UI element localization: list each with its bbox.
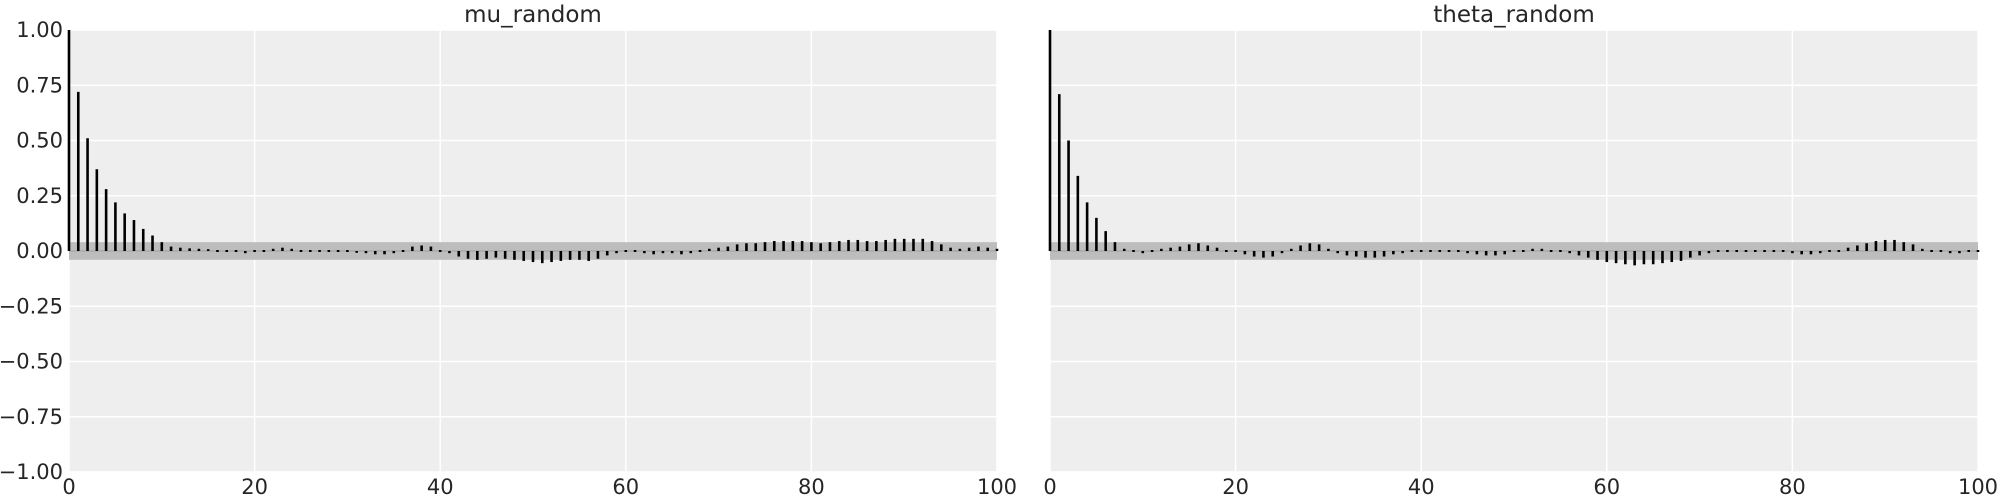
chart-title: theta_random: [1433, 2, 1595, 28]
y-tick-label: −1.00: [0, 460, 63, 484]
y-tick-label: 0.00: [16, 239, 63, 263]
y-tick-label: 0.75: [16, 73, 63, 97]
x-tick-label: 80: [798, 475, 825, 499]
x-tick-label: 40: [1408, 475, 1435, 499]
y-tick-label: −0.75: [0, 405, 63, 429]
y-tick-label: −0.50: [0, 350, 63, 374]
x-tick-label: 80: [1779, 475, 1806, 499]
acf-panel-mu-random: mu_random 0 20 40 60 80 100 1.00 0.75 0.50 0.25 0.0…: [0, 2, 1017, 499]
y-tick-label: 0.25: [16, 184, 63, 208]
x-tick-label: 100: [1958, 475, 1998, 499]
x-tick-label: 0: [1043, 475, 1056, 499]
y-tick-label: −0.25: [0, 294, 63, 318]
chart-title: mu_random: [464, 2, 602, 28]
x-tick-label: 40: [427, 475, 454, 499]
y-tick-label: 1.00: [16, 18, 63, 42]
x-tick-label: 0: [62, 475, 75, 499]
x-tick-label: 20: [241, 475, 268, 499]
x-tick-label: 20: [1222, 475, 1249, 499]
x-tick-label: 100: [977, 475, 1017, 499]
x-tick-label: 60: [1593, 475, 1620, 499]
x-tick-label: 60: [612, 475, 639, 499]
acf-panel-theta-random: theta_random 0 20 40 60 80 100: [1043, 2, 1998, 499]
y-tick-label: 0.50: [16, 129, 63, 153]
